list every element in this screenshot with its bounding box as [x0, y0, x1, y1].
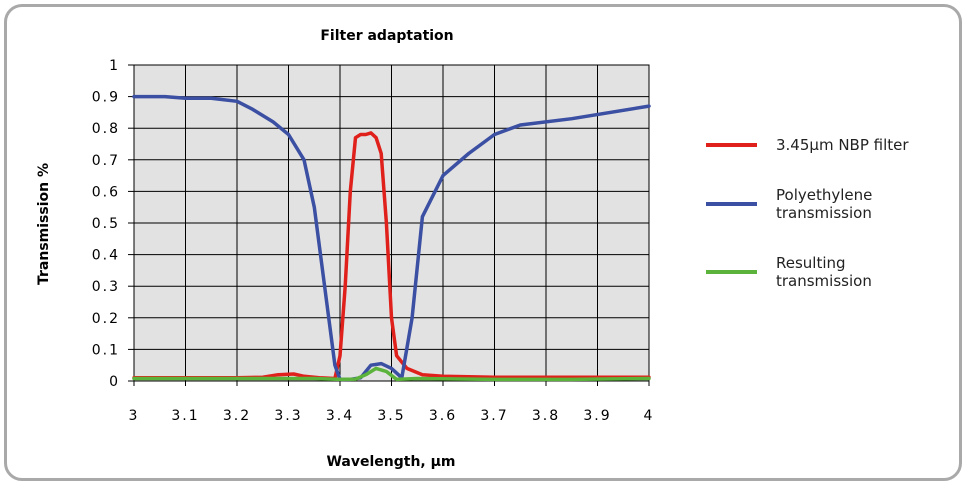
x-tick-label: 3.5 [377, 408, 405, 424]
series-line [132, 366, 651, 382]
y-tick-label: 0.8 [92, 121, 120, 137]
legend-label: transmission [776, 272, 872, 290]
series-layer [132, 94, 651, 382]
legend: 3.45μm NBP filterPolyethylenetransmissio… [706, 136, 909, 290]
x-tick-label: 3.8 [532, 408, 560, 424]
x-tick-label: 3.4 [326, 408, 354, 424]
plot-area [128, 64, 650, 386]
x-tick-label: 3.6 [429, 408, 457, 424]
x-tick-label: 3.7 [480, 408, 508, 424]
legend-label: 3.45μm NBP filter [776, 136, 909, 154]
x-tick-label: 3.2 [223, 408, 251, 424]
legend-label: Polyethylene [776, 186, 872, 204]
legend-label: Resulting [776, 254, 846, 272]
x-tick-label: 3.9 [583, 408, 611, 424]
y-tick-label: 0.3 [92, 279, 120, 295]
y-tick-label: 0.7 [92, 153, 120, 169]
y-tick-label: 0.9 [92, 90, 120, 106]
legend-label: transmission [776, 204, 872, 222]
x-tick-label: 3 [129, 408, 140, 424]
y-tick-labels: 0 0.1 0.2 0.3 0.4 0.5 0.6 0.7 0.8 0.9 1 [92, 58, 120, 390]
series-line [132, 131, 651, 381]
x-tick-label: 3.3 [274, 408, 302, 424]
x-tick-label: 3.1 [171, 408, 199, 424]
y-axis-label: Transmission % [36, 163, 52, 285]
x-axis-label: Wavelength, μm [326, 454, 455, 470]
y-tick-label: 0.2 [92, 311, 120, 327]
y-tick-label: 0 [109, 374, 120, 390]
x-tick-labels: 3 3.1 3.2 3.3 3.4 3.5 3.6 3.7 3.8 3.9 4 [129, 408, 655, 424]
y-tick-label: 0.5 [92, 216, 120, 232]
y-tick-label: 0.1 [92, 342, 120, 358]
x-tick-label: 4 [644, 408, 655, 424]
y-tick-label: 0.4 [92, 248, 120, 264]
y-tick-label: 0.6 [92, 184, 120, 200]
chart-title: Filter adaptation [320, 28, 453, 44]
y-tick-label: 1 [109, 58, 120, 74]
